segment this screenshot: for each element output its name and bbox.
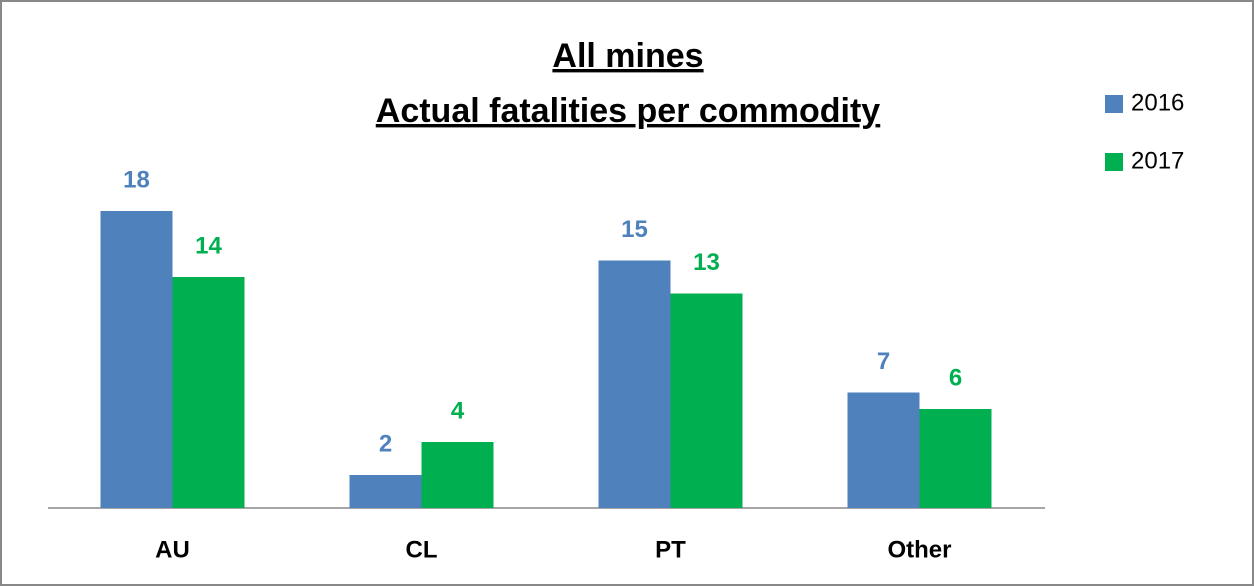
bar bbox=[349, 475, 422, 508]
bar bbox=[847, 392, 920, 508]
x-tick-label: CL bbox=[406, 536, 438, 563]
data-label: 18 bbox=[123, 166, 150, 193]
legend-label: 2016 bbox=[1131, 89, 1184, 116]
data-label: 13 bbox=[693, 249, 720, 276]
chart-title: All mines bbox=[552, 37, 703, 75]
bar bbox=[919, 409, 992, 508]
data-label: 14 bbox=[195, 232, 222, 259]
data-label: 4 bbox=[451, 397, 465, 424]
legend-label: 2017 bbox=[1131, 147, 1184, 174]
chart-subtitle: Actual fatalities per commodity bbox=[376, 92, 881, 130]
bar bbox=[421, 442, 494, 508]
bar bbox=[100, 211, 173, 508]
bar bbox=[172, 277, 245, 508]
legend-swatch bbox=[1105, 153, 1123, 171]
x-tick-label: AU bbox=[155, 536, 190, 563]
bar bbox=[670, 293, 743, 508]
data-label: 2 bbox=[379, 430, 392, 457]
data-label: 6 bbox=[949, 364, 962, 391]
legend-swatch bbox=[1105, 95, 1123, 113]
bar bbox=[598, 260, 671, 508]
x-tick-label: PT bbox=[655, 536, 686, 563]
data-label: 15 bbox=[621, 216, 648, 243]
x-tick-label: Other bbox=[887, 536, 951, 563]
data-label: 7 bbox=[877, 348, 890, 375]
